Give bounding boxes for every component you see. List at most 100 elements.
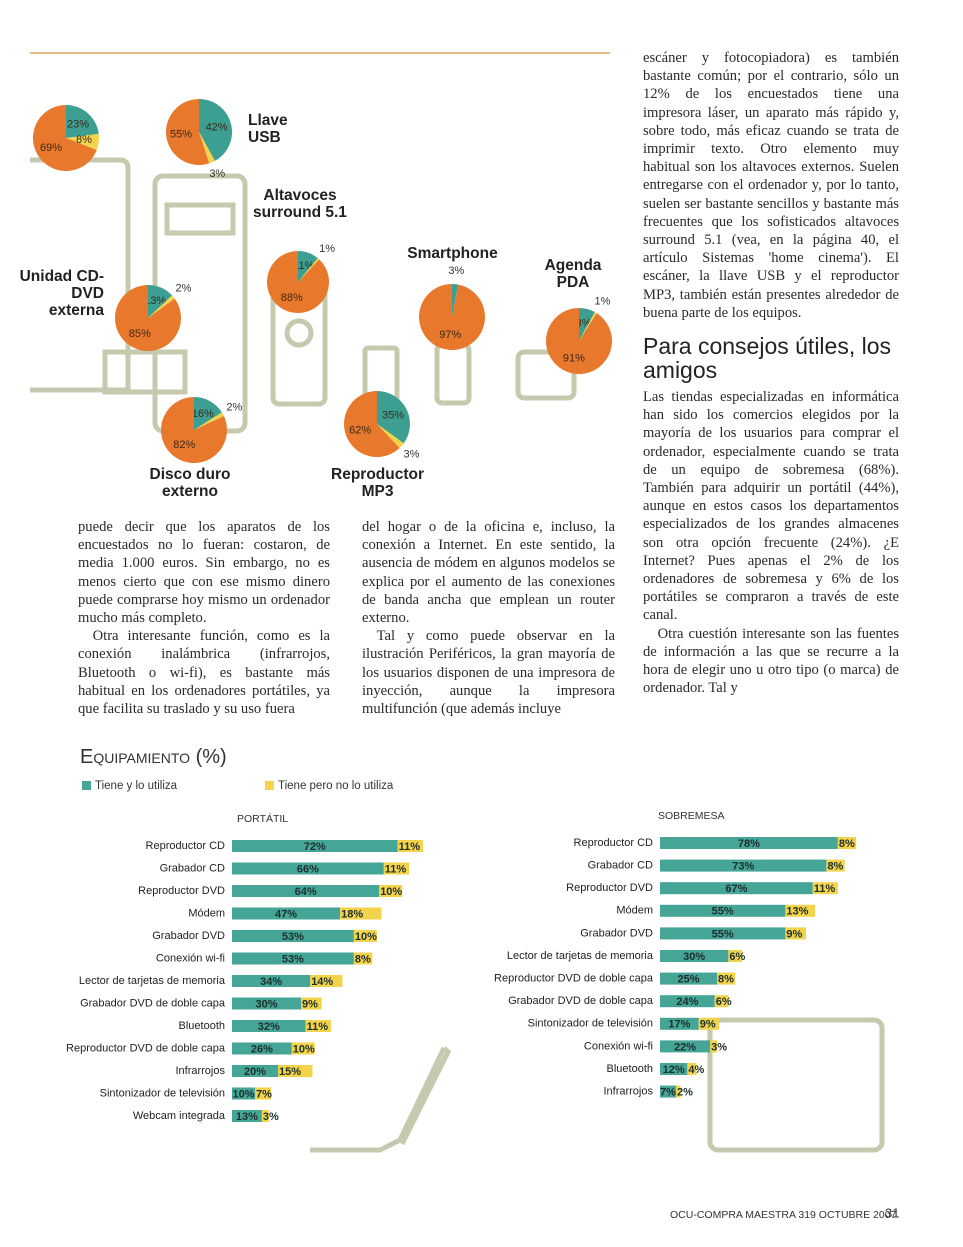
bar-value-label: 3% [263, 1111, 279, 1123]
chart-subtitle: PORTÁTIL [237, 812, 288, 825]
bar-segment [785, 904, 816, 917]
bar-segment [232, 885, 380, 897]
paragraph: Otra cuestión interesante son las fuente… [643, 625, 899, 697]
bar-value-label: 8% [839, 838, 855, 850]
bar-value-label: 9% [302, 998, 318, 1010]
pie-slice [579, 312, 597, 341]
bar-segment [379, 885, 403, 897]
bar-value-label: 11% [814, 883, 836, 895]
bar-segment [785, 927, 806, 940]
bar-segment [660, 1040, 711, 1053]
category-label: Grabador DVD [580, 927, 653, 939]
laptop-drawing [310, 1046, 452, 1153]
category-label: Conexión wi-fi [156, 952, 225, 964]
pie-slice [148, 285, 173, 318]
bar-value-label: 32% [258, 1021, 280, 1033]
bar-value-label: 10% [355, 931, 377, 943]
bar-segment [353, 930, 377, 942]
pie-value-label: 3% [448, 265, 464, 277]
bar-segment [232, 1110, 262, 1122]
category-label: Grabador CD [160, 862, 225, 874]
pie-value-label: 69% [40, 142, 62, 154]
category-label: Grabador DVD de doble capa [508, 995, 654, 1007]
pie-value-label: 2% [226, 402, 242, 414]
bar-segment [261, 1110, 269, 1122]
bar-segment [812, 882, 838, 895]
bar-value-label: 17% [668, 1019, 690, 1031]
category-label: Reproductor CD [146, 840, 226, 852]
category-label: Reproductor CD [574, 837, 654, 849]
pie-slice [194, 397, 222, 430]
bar-value-label: 2% [677, 1087, 693, 1099]
pie-slice [344, 391, 400, 457]
pie-slice [266, 251, 329, 313]
bar-segment [232, 952, 354, 965]
bar-value-label: 8% [827, 861, 843, 873]
bar-segment [255, 1087, 272, 1100]
bar-segment [278, 1065, 313, 1077]
bar-value-label: 66% [297, 863, 319, 875]
bar-value-label: 9% [700, 1019, 716, 1031]
bar-segment [698, 1017, 720, 1030]
bar-value-label: 9% [786, 928, 802, 940]
bar-value-label: 11% [307, 1021, 329, 1033]
page-number: 31 [885, 1205, 899, 1220]
bar-segment [305, 1020, 331, 1032]
tower-drive [164, 202, 236, 236]
bar-value-label: 24% [676, 996, 698, 1008]
bar-value-label: 10% [293, 1043, 315, 1055]
monitor-drawing [30, 157, 131, 393]
category-label: Sintonizador de televisión [100, 1087, 225, 1099]
bar-value-label: 67% [725, 883, 747, 895]
bar-segment [291, 1042, 315, 1055]
bar-segment [660, 995, 715, 1008]
bar-segment [660, 837, 838, 849]
pie-title: Reproductor MP3 [331, 466, 424, 500]
bar-segment [714, 995, 729, 1008]
bar-value-label: 4% [688, 1064, 704, 1076]
bar-value-label: 30% [683, 951, 705, 963]
bar-value-label: 47% [275, 908, 297, 920]
pie-slice [298, 258, 320, 282]
pie-value-label: 16% [192, 408, 214, 420]
category-label: Grabador DVD [152, 930, 225, 942]
pie-value-label: 35% [382, 410, 404, 422]
bar-segment [232, 862, 384, 875]
pie-title: Disco duro externo [149, 466, 231, 500]
bar-segment [340, 907, 382, 920]
bar-value-label: 55% [712, 928, 734, 940]
pie-value-label: 85% [129, 328, 151, 340]
paragraph: Otra interesante función, como es la con… [78, 628, 330, 718]
pie-title: Agenda PDA [544, 257, 602, 291]
bar-segment [232, 975, 311, 987]
category-label: Reproductor DVD [566, 882, 653, 894]
bar-segment [232, 1087, 255, 1100]
pie-value-label: 1% [594, 295, 610, 307]
bar-value-label: 73% [732, 861, 754, 873]
pie-slice [66, 105, 99, 138]
category-label: Lector de tarjetas de memoria [507, 950, 654, 962]
bar-value-label: 11% [385, 863, 407, 875]
bar-segment [660, 859, 827, 872]
pie-slice [452, 284, 459, 317]
left-column: puede decir que los aparatos de los encu… [78, 518, 330, 718]
bar-value-label: 8% [718, 974, 734, 986]
bar-value-label: 12% [663, 1064, 685, 1076]
bar-value-label: 78% [738, 838, 760, 850]
bar-segment [728, 950, 743, 962]
bar-value-label: 53% [282, 931, 304, 943]
category-label: Infrarrojos [603, 1086, 653, 1098]
pie-slice [199, 132, 215, 164]
category-label: Reproductor DVD de doble capa [494, 973, 654, 985]
bar-segment [710, 1040, 717, 1053]
pie-slice [199, 98, 233, 161]
bar-value-label: 20% [244, 1066, 266, 1078]
bar-segment [660, 1085, 676, 1098]
bar-segment [687, 1063, 697, 1075]
bar-segment [717, 972, 736, 985]
pie-slice [194, 412, 224, 430]
desktop-monitor-drawing [707, 1017, 885, 1153]
paragraph: Las tiendas especializadas en informátic… [643, 389, 899, 624]
pie-value-label: 82% [173, 439, 195, 451]
